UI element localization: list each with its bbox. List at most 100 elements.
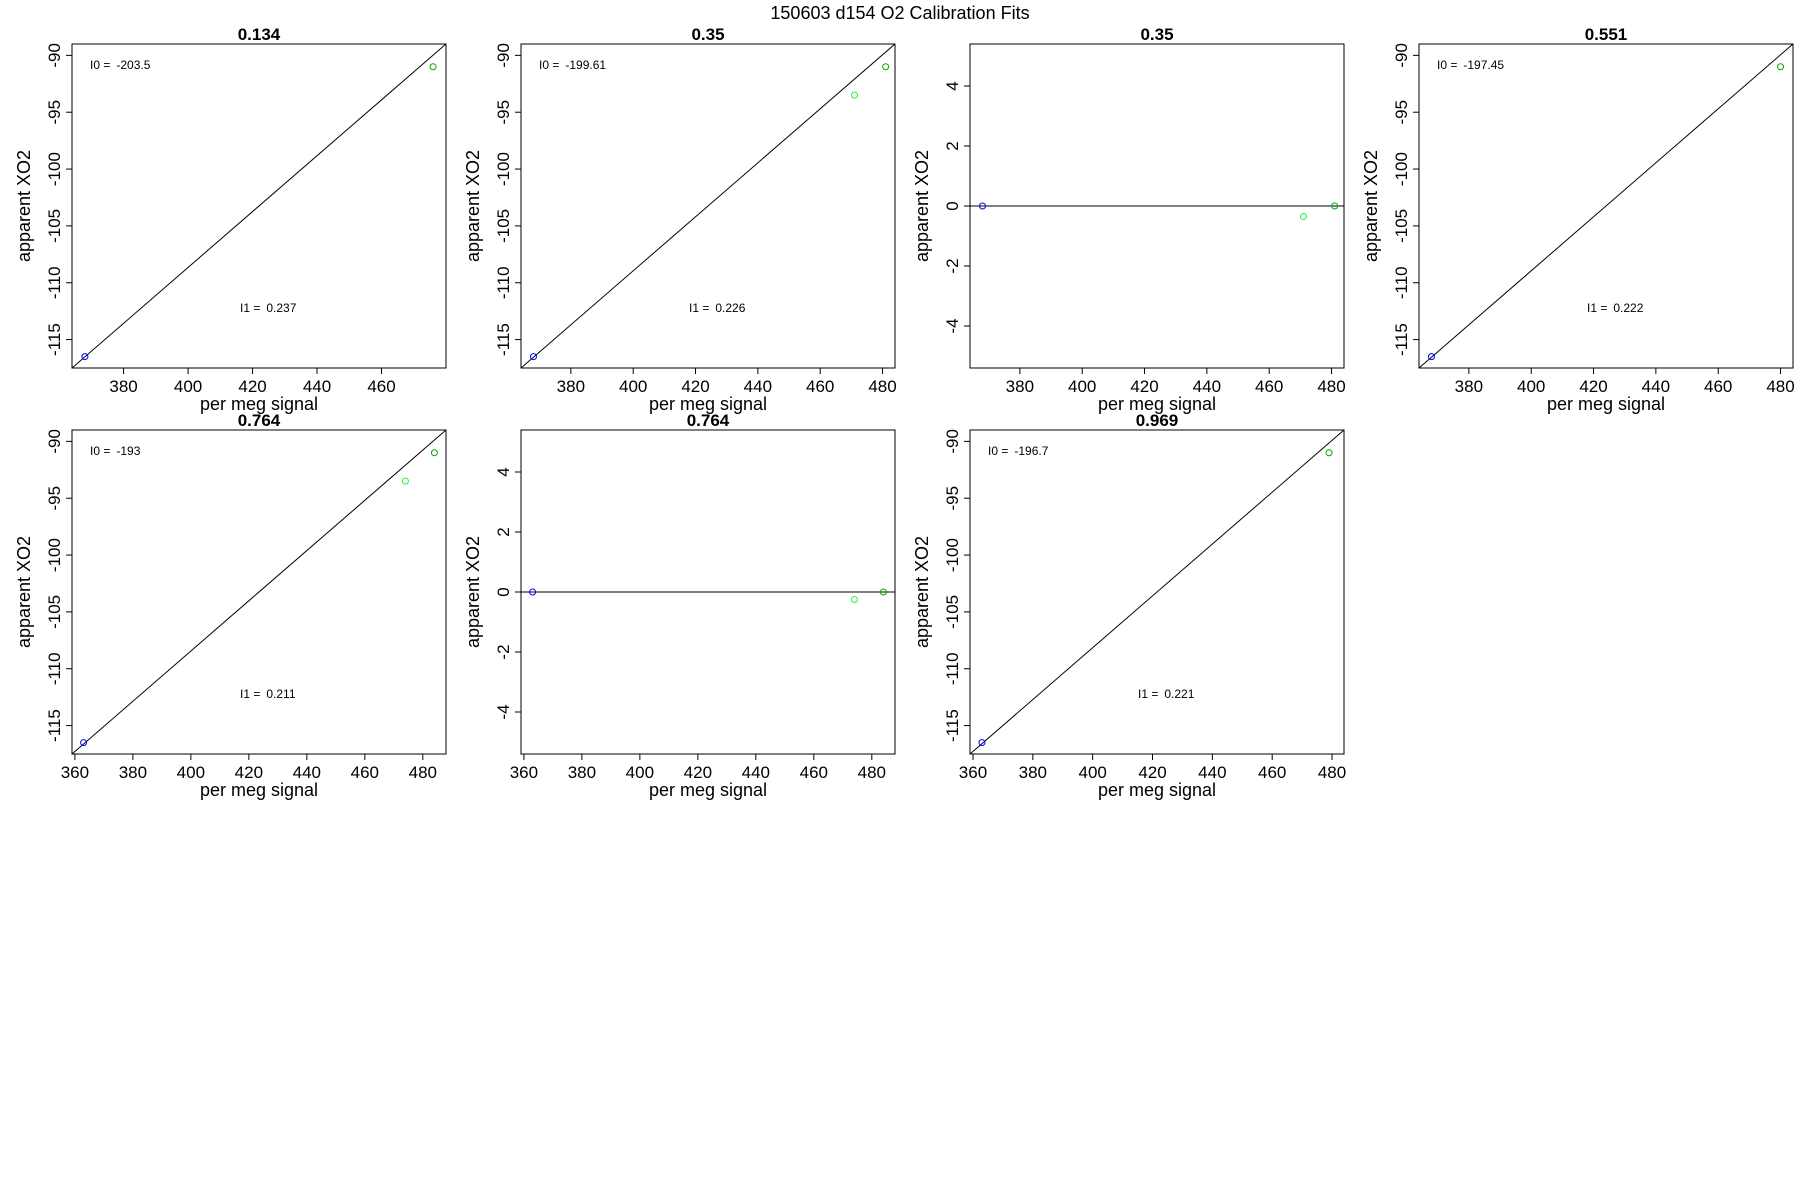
y-tick-label: -90 (45, 43, 64, 68)
data-point (80, 739, 88, 747)
y-axis-label: apparent XO2 (912, 150, 932, 262)
y-tick-label: -110 (1392, 266, 1411, 299)
y-tick-label: -100 (943, 538, 962, 572)
x-tick-label: 420 (684, 763, 712, 782)
x-tick-label: 420 (1579, 377, 1607, 396)
x-tick-label: 460 (1704, 377, 1732, 396)
x-axis-label: per meg signal (200, 394, 318, 414)
fit-line (1419, 44, 1793, 368)
panel-title: 0.551 (1585, 25, 1628, 44)
slope-annotation: I1 = 0.221 (1138, 687, 1195, 701)
x-tick-label: 360 (959, 763, 987, 782)
x-tick-label: 440 (742, 763, 770, 782)
x-tick-label: 440 (1198, 763, 1226, 782)
x-tick-label: 440 (1642, 377, 1670, 396)
x-axis-label: per meg signal (1098, 780, 1216, 800)
plot-area (970, 430, 1344, 754)
plot-area (970, 202, 1344, 220)
data-point (401, 477, 409, 485)
panel-1: 0.134 380 400 420 440 460 per meg signal -90 -95… (14, 25, 447, 414)
y-tick-label: -90 (943, 429, 962, 454)
y-tick-label: -100 (45, 538, 64, 572)
x-tick-label: 400 (177, 763, 205, 782)
panel-5: 0.764 360 380 400 420 440 460 480 per meg signal… (14, 411, 447, 800)
y-tick-label: -115 (1392, 323, 1411, 356)
y-tick-label: -100 (494, 152, 513, 186)
x-tick-label: 420 (1138, 763, 1166, 782)
data-point (529, 588, 537, 596)
y-tick-label: -115 (45, 323, 64, 356)
data-point (978, 202, 986, 210)
x-tick-label: 380 (557, 377, 585, 396)
fit-line (970, 430, 1344, 754)
y-tick-label: -95 (494, 100, 513, 125)
y-tick-label: 0 (494, 587, 513, 596)
y-tick-label: -100 (45, 152, 64, 186)
plot-area (1419, 44, 1793, 368)
panel-4: 0.551 380 400 420 440 460 480 per meg signal -90… (1361, 25, 1795, 414)
y-tick-label: -2 (494, 644, 513, 659)
x-tick-label: 380 (568, 763, 596, 782)
intercept-annotation: I0 = -199.61 (539, 58, 606, 72)
panel-title: 0.764 (238, 411, 281, 430)
y-tick-label: -105 (943, 595, 962, 629)
y-axis-label: apparent XO2 (14, 536, 34, 648)
y-axis-label: apparent XO2 (1361, 150, 1381, 262)
y-tick-label: -105 (45, 209, 64, 243)
y-tick-label: 2 (943, 141, 962, 150)
panel-title: 0.35 (691, 25, 724, 44)
data-point (1427, 353, 1435, 361)
slope-annotation: I1 = 0.211 (240, 687, 296, 701)
x-tick-label: 420 (238, 377, 266, 396)
slope-annotation: I1 = 0.237 (240, 301, 297, 315)
y-tick-label: -4 (943, 318, 962, 333)
x-tick-label: 400 (1078, 763, 1106, 782)
y-tick-label: -115 (45, 709, 64, 742)
y-tick-label: -4 (494, 704, 513, 719)
panel-title: 0.134 (238, 25, 281, 44)
x-tick-label: 440 (1193, 377, 1221, 396)
intercept-annotation: I0 = -196.7 (988, 444, 1049, 458)
y-tick-label: 4 (494, 467, 513, 476)
y-axis-label: apparent XO2 (463, 536, 483, 648)
x-tick-label: 380 (1019, 763, 1047, 782)
y-tick-label: 2 (494, 527, 513, 536)
x-tick-label: 420 (1130, 377, 1158, 396)
x-tick-label: 420 (235, 763, 263, 782)
y-tick-label: -105 (45, 595, 64, 629)
x-tick-label: 480 (409, 763, 437, 782)
y-tick-label: -110 (45, 652, 64, 685)
y-tick-label: -90 (1392, 43, 1411, 68)
x-tick-label: 480 (1318, 763, 1346, 782)
x-tick-label: 480 (1766, 377, 1794, 396)
x-tick-label: 460 (800, 763, 828, 782)
data-point (879, 588, 887, 596)
x-tick-label: 400 (626, 763, 654, 782)
y-tick-label: -105 (1392, 209, 1411, 243)
data-point (430, 449, 438, 457)
y-tick-label: -95 (943, 486, 962, 511)
x-tick-label: 480 (868, 377, 896, 396)
x-tick-label: 420 (681, 377, 709, 396)
x-tick-label: 460 (367, 377, 395, 396)
data-point (1331, 202, 1339, 210)
intercept-annotation: I0 = -197.45 (1437, 58, 1504, 72)
data-point (850, 91, 858, 99)
panel-title: 0.35 (1140, 25, 1173, 44)
data-point (1777, 63, 1785, 71)
x-tick-label: 440 (744, 377, 772, 396)
x-tick-label: 400 (174, 377, 202, 396)
x-tick-label: 360 (61, 763, 89, 782)
y-tick-label: -115 (494, 323, 513, 356)
slope-annotation: I1 = 0.226 (689, 301, 746, 315)
y-tick-label: 0 (943, 201, 962, 210)
x-tick-label: 380 (109, 377, 137, 396)
x-tick-label: 380 (1455, 377, 1483, 396)
x-tick-label: 460 (1258, 763, 1286, 782)
data-point (882, 63, 890, 71)
data-point (1299, 213, 1307, 220)
plot-area (521, 588, 895, 603)
y-tick-label: -95 (1392, 100, 1411, 125)
